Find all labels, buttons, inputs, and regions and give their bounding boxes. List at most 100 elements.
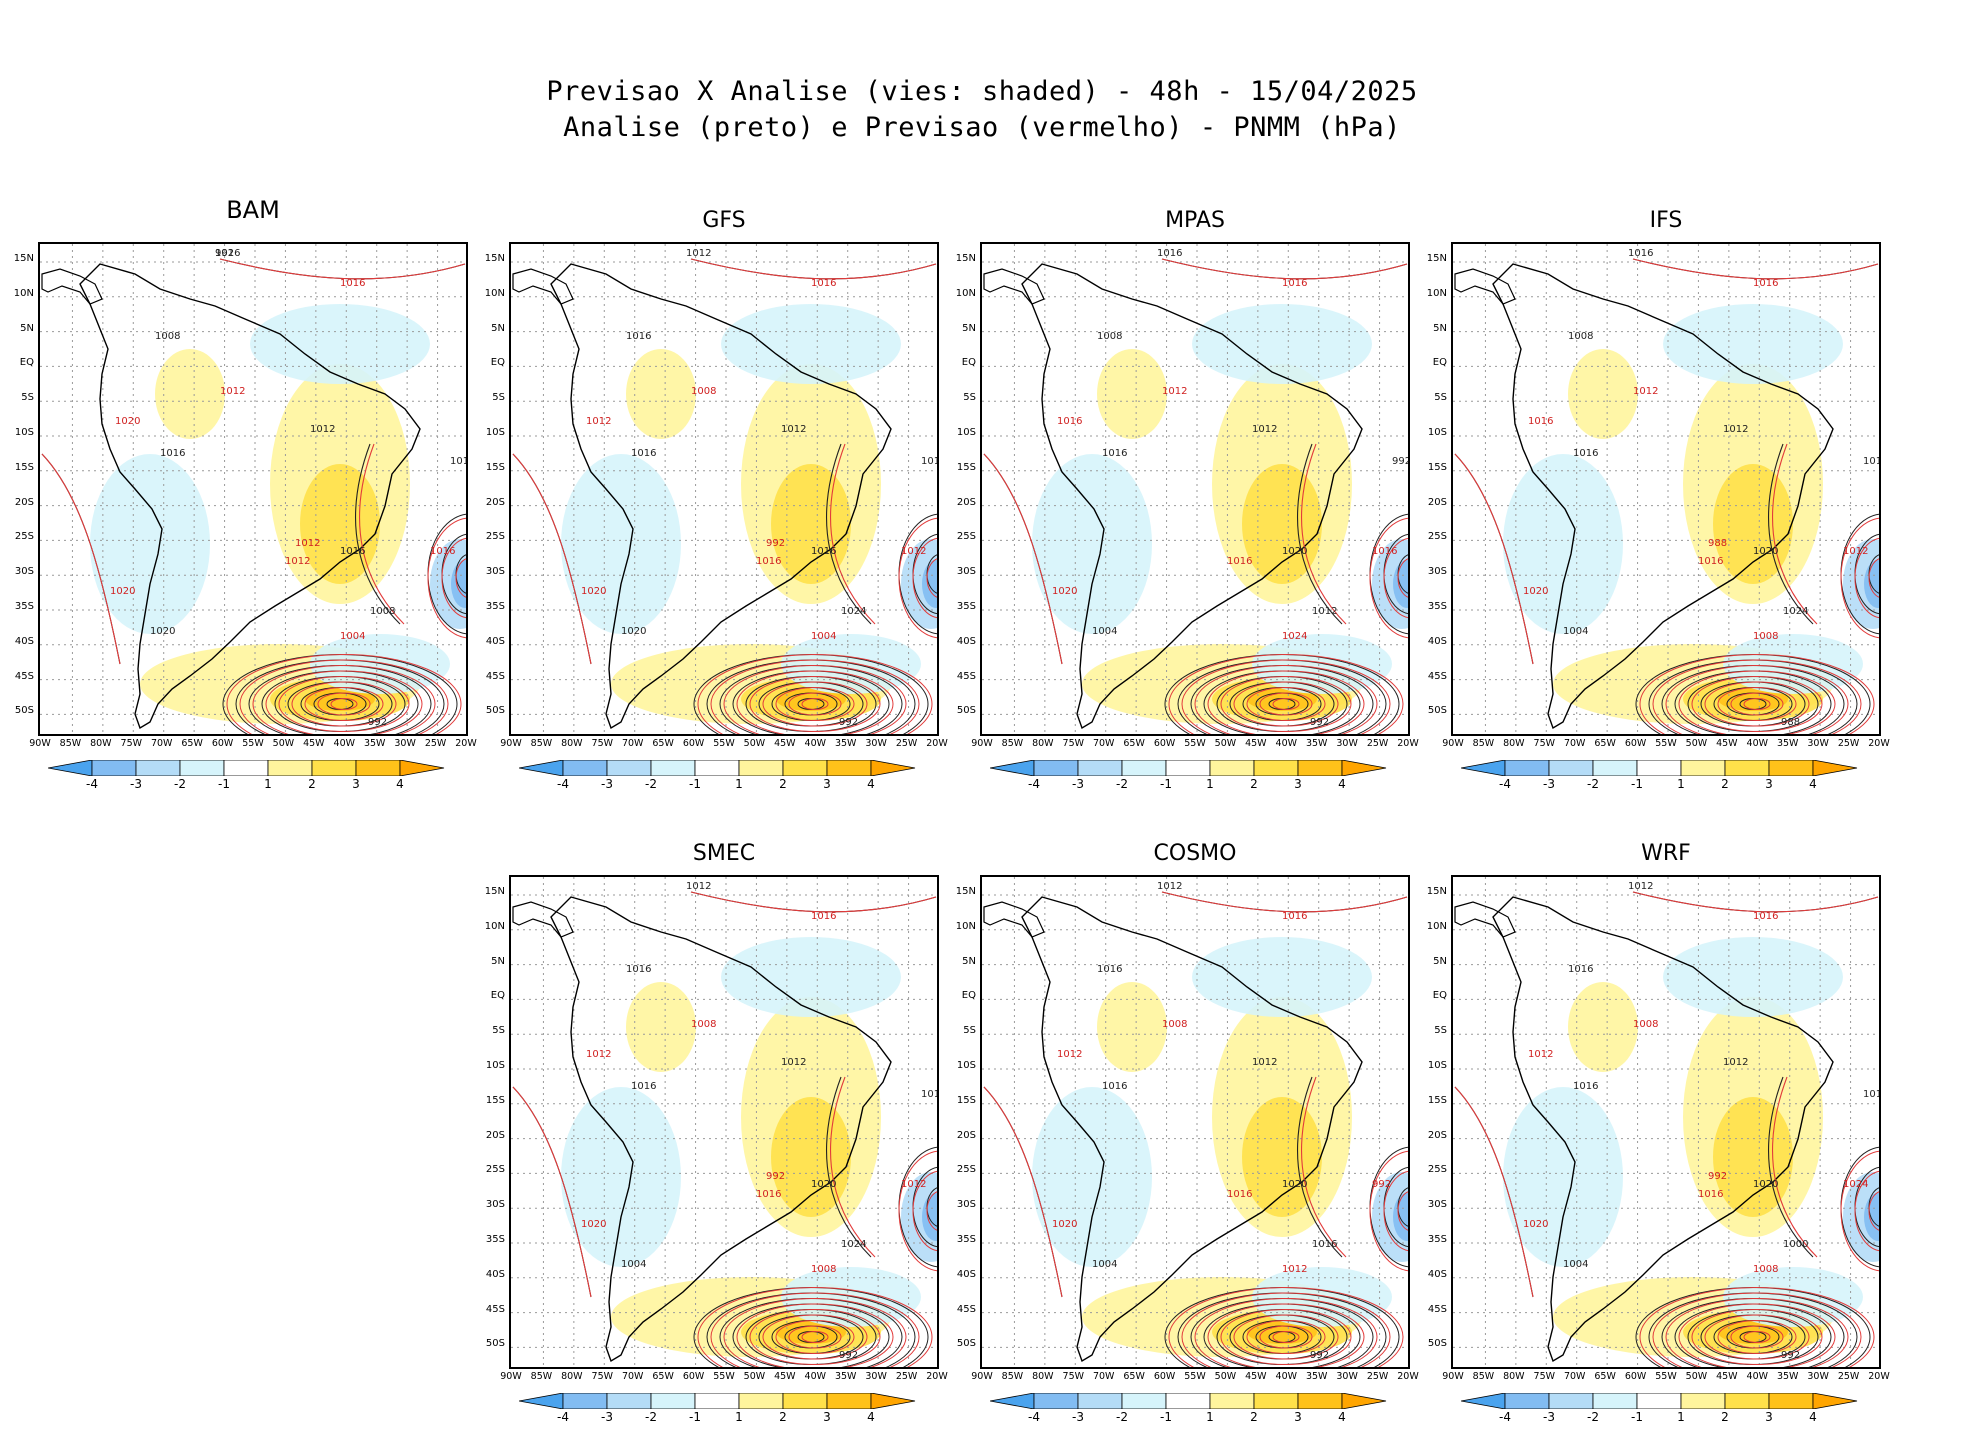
isobar-low [1233, 681, 1339, 727]
bias-shading [90, 454, 210, 634]
lon-label: 80W [1503, 738, 1525, 749]
coastline-central-america [983, 901, 1045, 938]
lat-label: 5S [492, 392, 505, 404]
lat-label: 30S [485, 1199, 505, 1211]
coastline-central-america [1454, 901, 1516, 938]
lon-label: 55W [1184, 738, 1206, 749]
bias-shading [901, 539, 937, 629]
colorbar-label: 3 [1765, 1410, 1773, 1424]
map-panel-wrf: 1012 1016 1016 1008 1012 1012 1016 1016 1020 1020… [1451, 875, 1881, 1369]
lon-label: 65W [652, 1371, 674, 1382]
contour-label: 1024 [1783, 606, 1808, 617]
coastline [79, 263, 421, 730]
lat-label: 10N [13, 287, 34, 299]
contour-label: 1016 [811, 546, 836, 557]
colorbar-arrow-right [1812, 759, 1858, 777]
lat-label: 15S [956, 1094, 976, 1106]
colorbar: -4 -3 -2 -1 1 2 3 4 [989, 1392, 1400, 1433]
bias-shading [1864, 1193, 1879, 1241]
colorbar-segment [267, 759, 313, 777]
colorbar-segment [1165, 759, 1211, 777]
lat-label: EQ [490, 357, 505, 369]
map-canvas: 1012 1016 1016 1008 1012 1012 1016 1016 1016 1020… [511, 244, 937, 734]
lat-label: 40S [485, 635, 505, 647]
lon-label: 50W [743, 1371, 766, 1382]
colorbar-segment [738, 759, 784, 777]
colorbar-segment [1504, 1392, 1550, 1410]
bias-shading [1503, 1087, 1623, 1267]
isobar-low [1181, 659, 1391, 734]
lat-label: 15N [1426, 253, 1447, 264]
colorbar-segment [1768, 759, 1814, 777]
contour-label: 1016 [1568, 964, 1593, 975]
isobar-low [252, 665, 436, 734]
contour-label: 1016 [811, 911, 836, 922]
colorbar-label: 3 [823, 777, 831, 791]
contour-label: 1020 [581, 1219, 606, 1230]
lat-label: 35S [485, 1234, 505, 1245]
map-panel-bam: 1016 1016 1008 1012 1012 1020 1016 1012 1016 1020… [38, 242, 468, 736]
colorbar-segment [1297, 759, 1343, 777]
contour-label: 1016 [1753, 911, 1778, 922]
coastline [1021, 263, 1363, 730]
lat-label: 45S [1427, 1303, 1447, 1315]
lon-label: 85W [1472, 1371, 1495, 1382]
isobar-low [1639, 654, 1875, 734]
lon-label: 20W [926, 738, 948, 749]
contour-label: 1020 [581, 586, 606, 597]
isobar-low [762, 1314, 868, 1360]
isobar-low-east [1868, 1191, 1879, 1231]
lat-label: 50S [956, 1338, 976, 1350]
low-center-label: 992 [839, 1350, 858, 1361]
contour-label: 992 [1392, 456, 1410, 467]
contour-label: 1016 [1372, 546, 1397, 557]
lon-label: 65W [1123, 738, 1145, 749]
colorbar-segment [1121, 1392, 1167, 1410]
lat-label: 5S [21, 392, 34, 404]
coastline [1492, 896, 1834, 1363]
contour-label: 1012 [220, 386, 245, 397]
colorbar-label: 2 [1721, 777, 1729, 791]
isobar [1772, 1076, 1818, 1258]
colorbar-arrow-right [870, 1392, 916, 1410]
lat-label: 10N [1426, 287, 1447, 299]
lat-label: 35S [956, 1234, 976, 1245]
colorbar-label: -2 [645, 777, 657, 791]
colorbar-segment [1636, 1392, 1682, 1410]
colorbar-segment [650, 759, 696, 777]
contour-label: 1016 [1753, 278, 1778, 289]
isobar-low [330, 698, 358, 710]
lon-label: 45W [1245, 738, 1267, 749]
colorbar-segment [1253, 1392, 1299, 1410]
contour-label: 1012 [295, 538, 320, 549]
isobar-low [749, 676, 881, 732]
coastline [1492, 263, 1834, 730]
isobar-low [1639, 1287, 1875, 1367]
colorbar-segment [1297, 1392, 1343, 1410]
lat-label: 30S [956, 1199, 976, 1211]
colorbar-svg [47, 759, 445, 777]
contour-label: 1012 [1628, 881, 1653, 892]
coastline-central-america [512, 901, 574, 938]
contour-label: 1008 [691, 386, 716, 397]
contour-label: 1012 [1282, 1264, 1307, 1275]
contour-label: 1016 [1157, 248, 1182, 259]
contour-label: 1016 [340, 278, 365, 289]
colorbar: -4 -3 -2 -1 1 2 3 4 [989, 759, 1400, 800]
contour-label: 1012 [1157, 881, 1182, 892]
colorbar-label: 3 [1294, 777, 1302, 791]
map-canvas: 1016 1016 1008 1012 1012 1020 1016 1012 1016 1020… [40, 244, 466, 734]
colorbar-segment [223, 759, 269, 777]
lon-label: 50W [1685, 738, 1708, 749]
lat-label: 5S [963, 392, 976, 404]
colorbar-segment [1680, 1392, 1726, 1410]
isobar-low [788, 1325, 842, 1349]
colorbar-label: -1 [1631, 777, 1643, 791]
isobar-low [1272, 698, 1300, 710]
colorbar-label: -3 [601, 777, 613, 791]
lon-label: 35W [1305, 738, 1328, 749]
contour-label: 1012 [1843, 546, 1868, 557]
contour-label: 1012 [1162, 386, 1187, 397]
coastline-central-america [1454, 268, 1516, 305]
lon-label: 30W [1336, 738, 1358, 749]
